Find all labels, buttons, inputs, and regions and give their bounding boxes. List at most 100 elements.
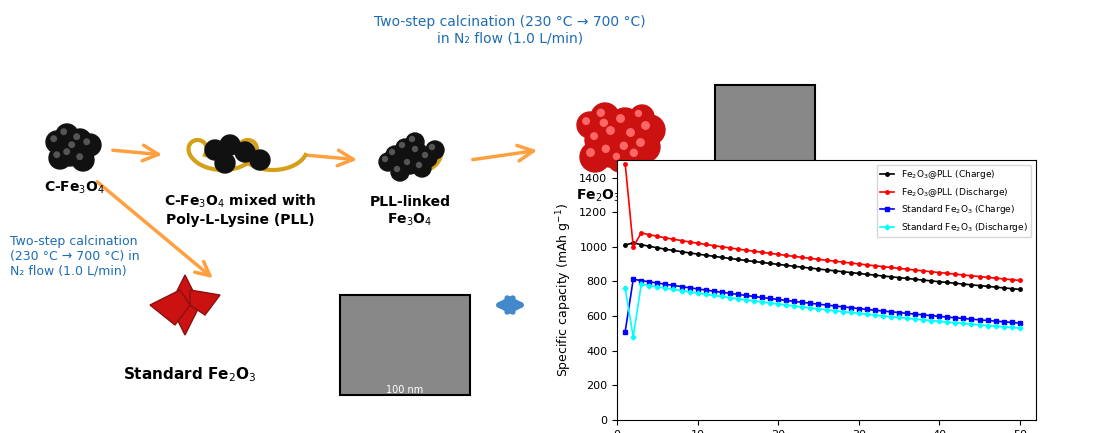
- Standard Fe$_2$O$_3$ (Charge): [618, 329, 631, 334]
- Circle shape: [636, 110, 641, 116]
- Fe$_2$O$_3$@PLL (Discharge): [932, 270, 946, 275]
- Fe$_2$O$_3$@PLL (Charge): [820, 267, 833, 272]
- Standard Fe$_2$O$_3$ (Discharge): [651, 284, 665, 289]
- Legend: Fe$_2$O$_3$@PLL (Charge), Fe$_2$O$_3$@PLL (Discharge), Standard Fe$_2$O$_3$ (Cha: Fe$_2$O$_3$@PLL (Charge), Fe$_2$O$_3$@PL…: [876, 165, 1031, 237]
- Fe$_2$O$_3$@PLL (Discharge): [852, 262, 865, 267]
- Standard Fe$_2$O$_3$ (Discharge): [732, 296, 745, 301]
- Fe$_2$O$_3$@PLL (Charge): [900, 276, 914, 281]
- Standard Fe$_2$O$_3$ (Discharge): [635, 281, 648, 287]
- Standard Fe$_2$O$_3$ (Discharge): [893, 315, 906, 320]
- Circle shape: [64, 137, 86, 159]
- Fe$_2$O$_3$@PLL (Charge): [803, 265, 817, 271]
- Circle shape: [60, 144, 82, 166]
- Standard Fe$_2$O$_3$ (Discharge): [771, 301, 785, 307]
- Circle shape: [417, 162, 421, 168]
- Fe$_2$O$_3$@PLL (Discharge): [747, 249, 760, 254]
- Standard Fe$_2$O$_3$ (Charge): [893, 310, 906, 315]
- Fe$_2$O$_3$@PLL (Charge): [876, 273, 889, 278]
- Polygon shape: [150, 290, 190, 325]
- Line: Fe$_2$O$_3$@PLL (Charge): Fe$_2$O$_3$@PLL (Charge): [624, 241, 1022, 291]
- Standard Fe$_2$O$_3$ (Discharge): [908, 317, 921, 322]
- Standard Fe$_2$O$_3$ (Charge): [764, 296, 777, 301]
- Y-axis label: Specific capacity (mAh g$^{-1}$): Specific capacity (mAh g$^{-1}$): [554, 203, 574, 377]
- Fe$_2$O$_3$@PLL (Charge): [667, 248, 680, 253]
- Circle shape: [54, 152, 60, 158]
- Standard Fe$_2$O$_3$ (Charge): [756, 295, 769, 300]
- Fe$_2$O$_3$@PLL (Charge): [884, 274, 897, 279]
- Standard Fe$_2$O$_3$ (Discharge): [803, 305, 817, 310]
- Standard Fe$_2$O$_3$ (Discharge): [674, 288, 688, 293]
- Circle shape: [630, 105, 653, 129]
- Fe$_2$O$_3$@PLL (Charge): [627, 240, 640, 246]
- Fe$_2$O$_3$@PLL (Discharge): [861, 262, 874, 268]
- Circle shape: [220, 135, 240, 155]
- Fe$_2$O$_3$@PLL (Charge): [1005, 286, 1018, 291]
- Fe$_2$O$_3$@PLL (Charge): [957, 281, 970, 287]
- Fe$_2$O$_3$@PLL (Discharge): [723, 246, 736, 251]
- Fe$_2$O$_3$@PLL (Charge): [908, 277, 921, 282]
- Standard Fe$_2$O$_3$ (Discharge): [925, 318, 938, 323]
- Standard Fe$_2$O$_3$ (Discharge): [723, 295, 736, 300]
- Circle shape: [637, 139, 645, 146]
- Circle shape: [430, 145, 434, 149]
- Circle shape: [51, 136, 56, 142]
- Circle shape: [391, 163, 409, 181]
- Standard Fe$_2$O$_3$ (Charge): [674, 284, 688, 289]
- Fe$_2$O$_3$@PLL (Charge): [683, 250, 696, 255]
- Standard Fe$_2$O$_3$ (Charge): [659, 281, 672, 287]
- Standard Fe$_2$O$_3$ (Charge): [635, 278, 648, 283]
- Circle shape: [585, 127, 611, 153]
- Fe$_2$O$_3$@PLL (Discharge): [957, 272, 970, 278]
- Circle shape: [396, 139, 414, 157]
- Standard Fe$_2$O$_3$ (Charge): [1005, 320, 1018, 325]
- Fe$_2$O$_3$@PLL (Charge): [925, 278, 938, 284]
- Standard Fe$_2$O$_3$ (Charge): [651, 281, 665, 286]
- Fe$_2$O$_3$@PLL (Discharge): [627, 244, 640, 249]
- Circle shape: [596, 139, 624, 167]
- Fe$_2$O$_3$@PLL (Charge): [659, 246, 672, 252]
- Fe$_2$O$_3$@PLL (Charge): [796, 265, 809, 270]
- Standard Fe$_2$O$_3$ (Discharge): [957, 321, 970, 326]
- Circle shape: [426, 141, 444, 159]
- Standard Fe$_2$O$_3$ (Discharge): [900, 316, 914, 321]
- Standard Fe$_2$O$_3$ (Charge): [949, 315, 962, 320]
- Circle shape: [580, 142, 611, 172]
- Circle shape: [84, 139, 89, 145]
- Circle shape: [614, 136, 642, 164]
- Standard Fe$_2$O$_3$ (Charge): [739, 293, 753, 298]
- FancyBboxPatch shape: [715, 85, 815, 185]
- Fe$_2$O$_3$@PLL (Discharge): [683, 239, 696, 245]
- Circle shape: [594, 113, 622, 141]
- Standard Fe$_2$O$_3$ (Charge): [981, 318, 994, 323]
- Standard Fe$_2$O$_3$ (Charge): [957, 316, 970, 321]
- Circle shape: [250, 150, 270, 170]
- Fe$_2$O$_3$@PLL (Charge): [691, 252, 704, 257]
- Standard Fe$_2$O$_3$ (Charge): [988, 319, 1002, 324]
- Fe$_2$O$_3$@PLL (Charge): [893, 275, 906, 280]
- Fe$_2$O$_3$@PLL (Charge): [997, 285, 1011, 291]
- Circle shape: [586, 149, 594, 156]
- Standard Fe$_2$O$_3$ (Charge): [836, 304, 850, 310]
- Standard Fe$_2$O$_3$ (Charge): [925, 313, 938, 318]
- Fe$_2$O$_3$@PLL (Discharge): [876, 264, 889, 269]
- Standard Fe$_2$O$_3$ (Discharge): [941, 320, 954, 325]
- Fe$_2$O$_3$@PLL (Charge): [941, 280, 954, 285]
- Text: Standard Fe$_2$O$_3$: Standard Fe$_2$O$_3$: [123, 365, 257, 384]
- Circle shape: [603, 145, 609, 152]
- Standard Fe$_2$O$_3$ (Charge): [973, 317, 986, 323]
- Circle shape: [48, 147, 71, 169]
- Fe$_2$O$_3$@PLL (Discharge): [618, 161, 631, 166]
- Standard Fe$_2$O$_3$ (Discharge): [779, 302, 792, 307]
- Standard Fe$_2$O$_3$ (Discharge): [949, 320, 962, 325]
- Text: 100 nm: 100 nm: [387, 385, 423, 395]
- Standard Fe$_2$O$_3$ (Discharge): [764, 301, 777, 306]
- Fe$_2$O$_3$@PLL (Discharge): [667, 237, 680, 242]
- Standard Fe$_2$O$_3$ (Discharge): [659, 285, 672, 291]
- Circle shape: [215, 153, 235, 173]
- Standard Fe$_2$O$_3$ (Charge): [941, 314, 954, 320]
- Polygon shape: [190, 290, 220, 315]
- Circle shape: [413, 159, 431, 177]
- Circle shape: [235, 142, 255, 162]
- Fe$_2$O$_3$@PLL (Charge): [642, 244, 656, 249]
- Standard Fe$_2$O$_3$ (Discharge): [917, 317, 930, 323]
